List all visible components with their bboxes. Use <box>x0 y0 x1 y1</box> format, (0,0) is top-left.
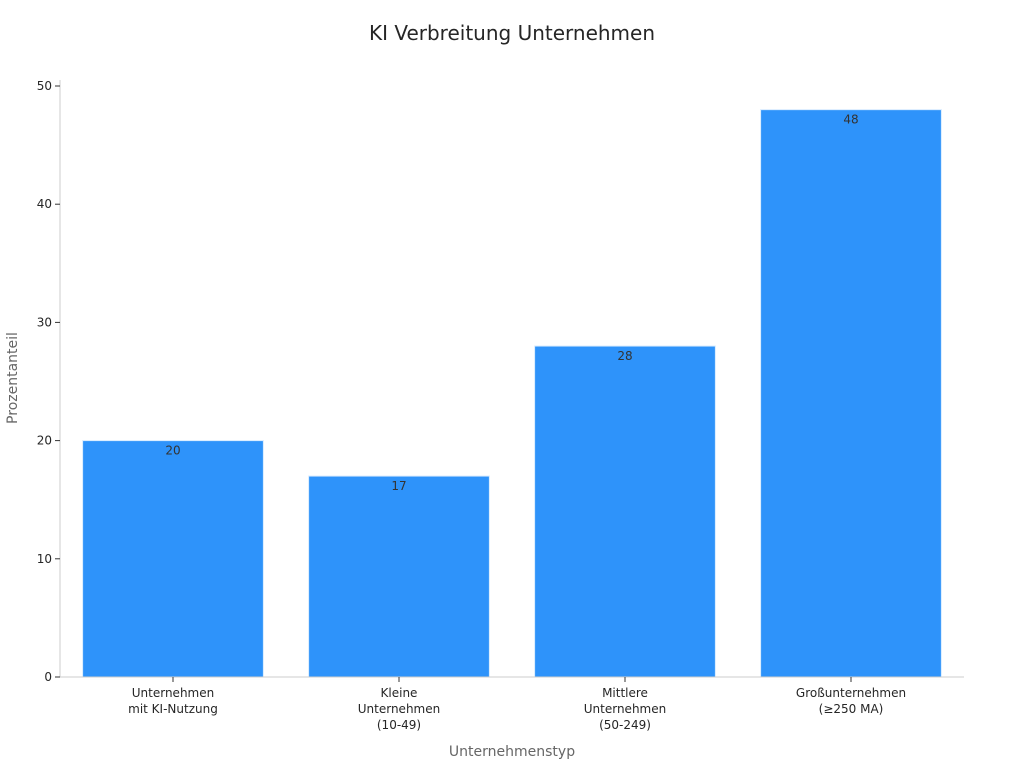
bar-value-label-3: 48 <box>843 113 858 127</box>
bar-2 <box>534 345 716 678</box>
x-tick-label-line: Unternehmen <box>358 702 440 716</box>
x-tick-label-line: Großunternehmen <box>796 686 906 700</box>
y-tick-label-5: 50 <box>37 79 52 93</box>
bar-3 <box>760 109 942 678</box>
x-tick-label-line: (50-249) <box>599 718 651 732</box>
x-tick-label-line: (10-49) <box>377 718 421 732</box>
y-axis-label: Prozentanteil <box>5 332 21 424</box>
bar-1 <box>308 475 490 678</box>
bar-value-label-0: 20 <box>165 444 180 458</box>
x-tick-label-0: Unternehmen mit KI-Nutzung <box>128 686 218 716</box>
x-tick-label-2: Mittlere Unternehmen (50-249) <box>584 686 666 732</box>
x-tick-label-line: mit KI-Nutzung <box>128 702 218 716</box>
x-tick-label-3: Großunternehmen (≥250 MA) <box>796 686 906 716</box>
x-tick-label-1: Kleine Unternehmen (10-49) <box>358 686 440 732</box>
bar-value-label-1: 17 <box>391 479 406 493</box>
x-tick-label-line: Unternehmen <box>132 686 214 700</box>
bar-labels-group: 20 17 28 48 <box>165 113 858 493</box>
y-tick-label-0: 0 <box>44 670 52 684</box>
y-tick-label-4: 40 <box>37 197 52 211</box>
y-tick-label-2: 20 <box>37 434 52 448</box>
x-tick-label-line: Mittlere <box>602 686 648 700</box>
y-tick-label-3: 30 <box>37 315 52 329</box>
bars-group <box>82 109 942 678</box>
x-tick-label-line: (≥250 MA) <box>819 702 884 716</box>
y-ticks-group: 0 10 20 30 40 50 <box>37 79 60 684</box>
y-tick-label-1: 10 <box>37 552 52 566</box>
x-tick-label-line: Unternehmen <box>584 702 666 716</box>
bar-0 <box>82 440 264 678</box>
x-tick-label-line: Kleine <box>381 686 418 700</box>
x-ticks-group: Unternehmen mit KI-Nutzung Kleine Unternehm… <box>128 677 906 732</box>
chart-title: KI Verbreitung Unternehmen <box>369 21 655 45</box>
x-axis-label: Unternehmenstyp <box>449 744 575 760</box>
bar-value-label-2: 28 <box>617 349 632 363</box>
